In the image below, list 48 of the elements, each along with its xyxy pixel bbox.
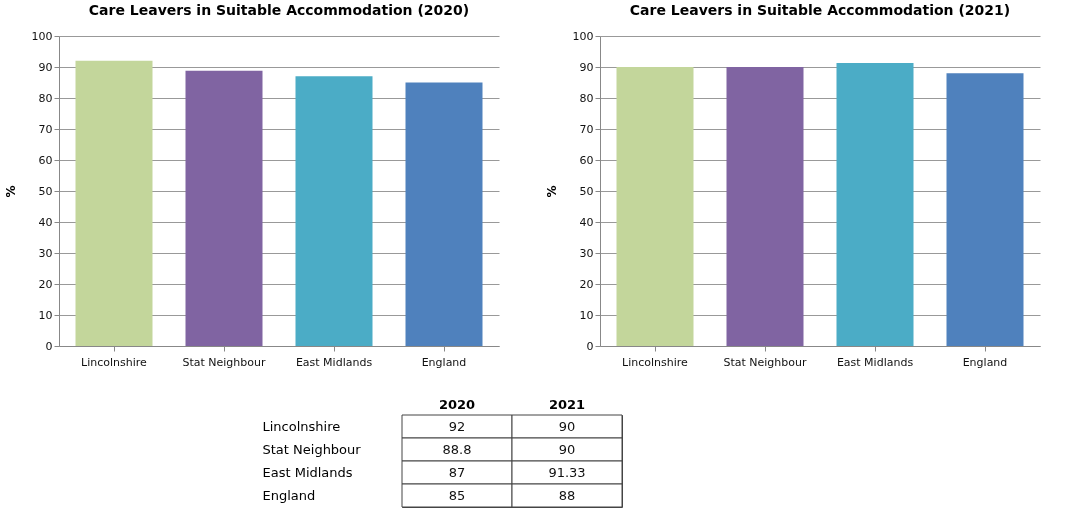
y-tick-label: England (262, 487, 316, 503)
y-tick-label: 0 (586, 339, 594, 353)
data-label: 85 (448, 487, 466, 503)
x-tick-label: Stat Neighbour (182, 355, 266, 369)
data-label: 90 (558, 418, 576, 434)
y-tick-label: 100 (572, 29, 594, 43)
y-tick-label: 100 (31, 29, 53, 43)
data-label: 88.8 (442, 441, 472, 457)
y-tick-label: Stat Neighbour (262, 441, 362, 457)
x-tick-label: 2020 (438, 396, 476, 412)
y-axis-title: % (544, 185, 559, 198)
y-tick-label: 80 (579, 91, 594, 105)
data-label: 92 (448, 418, 466, 434)
data-label: 88 (558, 487, 576, 503)
x-tick-label: East Midlands (836, 355, 914, 369)
data-label: 90 (558, 441, 576, 457)
x-tick-label: 2021 (548, 396, 586, 412)
y-tick-label: 90 (579, 60, 594, 74)
y-tick-label: 50 (579, 184, 594, 198)
y-tick-label: East Midlands (262, 464, 353, 480)
y-axis-title: % (3, 185, 18, 198)
x-tick-label: England (421, 355, 467, 369)
y-tick-label: Lincolnshire (262, 418, 341, 434)
y-tick-label: 50 (38, 184, 53, 198)
y-tick-label: 80 (38, 91, 53, 105)
y-tick-label: 40 (579, 215, 594, 229)
y-tick-label: 10 (38, 308, 53, 322)
y-tick-label: 20 (579, 277, 594, 291)
y-tick-label: 0 (45, 339, 53, 353)
y-tick-label: 40 (38, 215, 53, 229)
data-label: 87 (448, 464, 466, 480)
y-tick-label: 60 (579, 153, 594, 167)
data-label: 91.33 (548, 464, 586, 480)
y-tick-label: 90 (38, 60, 53, 74)
x-tick-label: Stat Neighbour (723, 355, 807, 369)
x-tick-label: East Midlands (295, 355, 373, 369)
y-tick-label: 20 (38, 277, 53, 291)
y-tick-label: 30 (579, 246, 594, 260)
x-tick-label: Lincolnshire (81, 355, 148, 369)
chart-title: Care Leavers in Suitable Accommodation (2021) (629, 2, 1011, 18)
y-tick-label: 60 (38, 153, 53, 167)
x-tick-label: England (962, 355, 1008, 369)
y-tick-label: 70 (579, 122, 594, 136)
chart-title: Care Leavers in Suitable Accommodation (2020) (88, 2, 470, 18)
y-tick-label: 70 (38, 122, 53, 136)
y-tick-label: 10 (579, 308, 594, 322)
x-tick-label: Lincolnshire (622, 355, 689, 369)
y-tick-label: 30 (38, 246, 53, 260)
